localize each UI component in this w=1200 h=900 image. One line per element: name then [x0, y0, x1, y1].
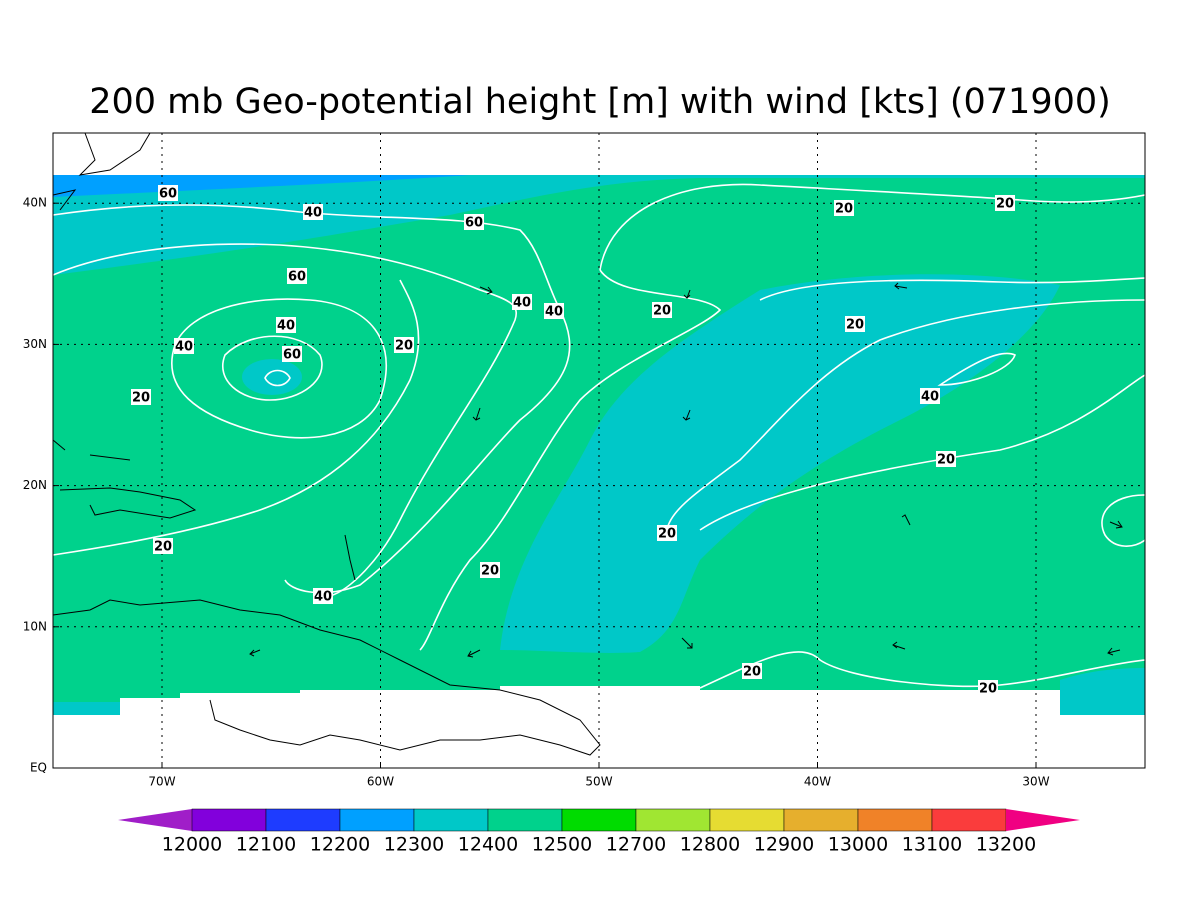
band-12300-top — [53, 175, 1145, 275]
contour-label-bg — [158, 185, 178, 201]
coastlines — [52, 132, 601, 756]
contour-label: 20 — [846, 318, 864, 333]
colorbar-label: 12300 — [384, 834, 444, 856]
contour-label: 20 — [132, 391, 150, 406]
colorbar-cap — [1006, 809, 1080, 831]
contour-label: 40 — [545, 305, 563, 320]
lon-label: 60W — [367, 775, 394, 789]
colorbar-label: 12400 — [458, 834, 518, 856]
colorbar-label: 12500 — [532, 834, 592, 856]
lon-label: 50W — [585, 775, 612, 789]
band-12300-trough — [500, 274, 1060, 653]
contour-label-bg — [303, 204, 323, 220]
contour-label: 20 — [154, 540, 172, 555]
colorbar-label: 12100 — [236, 834, 296, 856]
contour-label: 40 — [921, 390, 939, 405]
colorbar-swatch — [709, 808, 785, 832]
contour-label-layer: 60 40 60 20 20 60 40 40 20 20 40 40 60 20 20 40 20 20 20 20… — [131, 185, 1015, 697]
contour-label: 20 — [395, 339, 413, 354]
contour-label-bg — [512, 294, 532, 310]
contour-label: 60 — [465, 216, 483, 231]
colorbar-label: 12200 — [310, 834, 370, 856]
colorbar-label: 13200 — [976, 834, 1036, 856]
colorbar-label: 13100 — [902, 834, 962, 856]
colorbar-cap — [118, 809, 192, 831]
colorbar-swatch — [339, 808, 415, 832]
lat-label: EQ — [30, 761, 47, 775]
colorbar-label: 13000 — [828, 834, 888, 856]
contour-label: 20 — [653, 304, 671, 319]
contour-label-bg — [131, 389, 151, 405]
contour-label-bg — [287, 268, 307, 284]
contour-label-bg — [313, 588, 333, 604]
colorbar-swatch — [191, 808, 267, 832]
contour-label-bg — [174, 338, 194, 354]
contour-label-bg — [936, 451, 956, 467]
contour-label-bg — [394, 337, 414, 353]
colorbar-label: 12800 — [680, 834, 740, 856]
contour-label-bg — [480, 562, 500, 578]
contour-label: 60 — [159, 187, 177, 202]
contour-label: 20 — [937, 453, 955, 468]
colorbar-label: 12000 — [162, 834, 222, 856]
contour-label: 40 — [304, 206, 322, 221]
lon-label: 30W — [1022, 775, 1049, 789]
colorbar: 12000 12100 12200 12300 12400 12500 12700 12800… — [118, 808, 1080, 856]
contour-label: 40 — [314, 590, 332, 605]
axes: 70W 60W 50W 40W 30W EQ 10N 20N 30N 40N — [23, 132, 1146, 789]
contour-label: 40 — [175, 340, 193, 355]
contour-label: 20 — [481, 564, 499, 579]
lat-label: 40N — [23, 196, 47, 210]
contour-label: 40 — [277, 319, 295, 334]
contour-label-bg — [742, 663, 762, 679]
contour-label-bg — [834, 200, 854, 216]
band-12300-low — [242, 359, 302, 395]
contour-label: 20 — [979, 682, 997, 697]
colorbar-swatch — [561, 808, 637, 832]
contour-label-bg — [978, 680, 998, 696]
contour-label: 20 — [835, 202, 853, 217]
colorbar-swatch — [265, 808, 341, 832]
contour-label-bg — [845, 316, 865, 332]
lon-label: 70W — [148, 775, 175, 789]
band-12200 — [53, 175, 470, 197]
colorbar-swatch — [783, 808, 859, 832]
wind-arrows — [249, 282, 1123, 658]
colorbar-swatch — [487, 808, 563, 832]
band-12300-sw — [53, 702, 120, 715]
contour-label: 20 — [996, 197, 1014, 212]
lat-label: 10N — [23, 619, 47, 633]
colorbar-swatch — [857, 808, 933, 832]
contour-label-bg — [652, 302, 672, 318]
map-title: 200 mb Geo-potential height [m] with win… — [89, 82, 1111, 122]
contour-label-bg — [544, 303, 564, 319]
contour-label: 60 — [283, 348, 301, 363]
colorbar-label: 12700 — [606, 834, 666, 856]
contour-label-bg — [464, 214, 484, 230]
lat-label: 20N — [23, 478, 47, 492]
contour-label-bg — [282, 346, 302, 362]
colorbar-swatch — [635, 808, 711, 832]
colorbar-swatch — [931, 808, 1007, 832]
lon-label: 40W — [804, 775, 831, 789]
contour-label: 20 — [743, 665, 761, 680]
lat-label: 30N — [23, 337, 47, 351]
band-12300-se — [1060, 668, 1145, 715]
contour-label-bg — [920, 388, 940, 404]
contour-label: 60 — [288, 270, 306, 285]
colorbar-label: 12900 — [754, 834, 814, 856]
contour-label-bg — [153, 538, 173, 554]
contour-label-bg — [995, 195, 1015, 211]
contour-label: 20 — [658, 527, 676, 542]
contour-label-bg — [276, 317, 296, 333]
contour-label-bg — [657, 525, 677, 541]
colorbar-swatch — [413, 808, 489, 832]
contour-label: 40 — [513, 296, 531, 311]
